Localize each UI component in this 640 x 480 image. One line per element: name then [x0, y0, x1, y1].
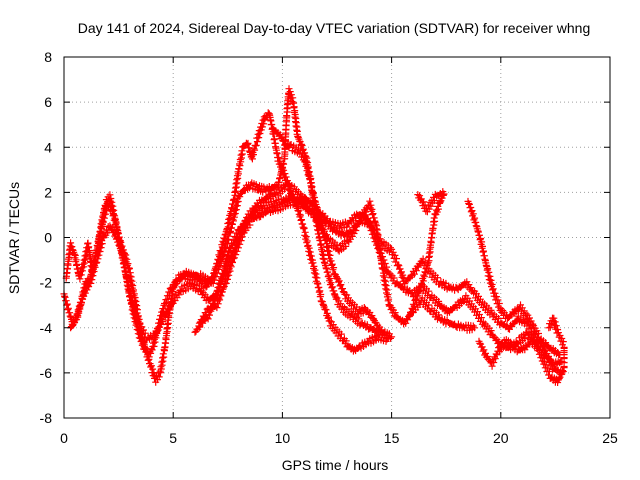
series-track-7 [405, 188, 448, 320]
x-tick-label: 5 [169, 430, 177, 446]
y-tick-label: 6 [44, 94, 52, 110]
x-tick-label: 20 [493, 430, 509, 446]
data-point-markers [270, 125, 396, 342]
series-track-4 [191, 192, 566, 369]
axis-ticks: 0 5 10 15 20 25 -8 -6 -4 -2 0 2 4 6 8 [40, 49, 618, 446]
series-track-9 [475, 314, 568, 386]
y-axis-label: SDTVAR / TECUs [6, 182, 22, 294]
series-track-2 [62, 85, 382, 361]
data-point-markers [475, 314, 568, 386]
x-axis-label: GPS time / hours [282, 457, 389, 473]
y-tick-label: 0 [44, 230, 52, 246]
x-tick-label: 15 [384, 430, 400, 446]
series-track-8 [464, 197, 564, 359]
y-tick-label: -4 [40, 320, 53, 336]
y-tick-label: 2 [44, 184, 52, 200]
y-tick-label: 4 [44, 139, 52, 155]
y-tick-label: 8 [44, 49, 52, 65]
grid [64, 57, 610, 418]
data-series [60, 85, 568, 386]
chart-title: Day 141 of 2024, Sidereal Day-to-day VTE… [78, 20, 591, 36]
x-tick-label: 10 [275, 430, 291, 446]
y-tick-label: -2 [40, 275, 53, 291]
data-point-markers [405, 188, 448, 320]
data-point-markers [62, 85, 382, 361]
series-track-6 [270, 125, 396, 342]
y-tick-label: -8 [40, 410, 53, 426]
y-tick-label: -6 [40, 365, 53, 381]
x-tick-label: 25 [602, 430, 618, 446]
data-point-markers [464, 197, 564, 359]
data-point-markers [191, 192, 566, 369]
x-tick-label: 0 [60, 430, 68, 446]
